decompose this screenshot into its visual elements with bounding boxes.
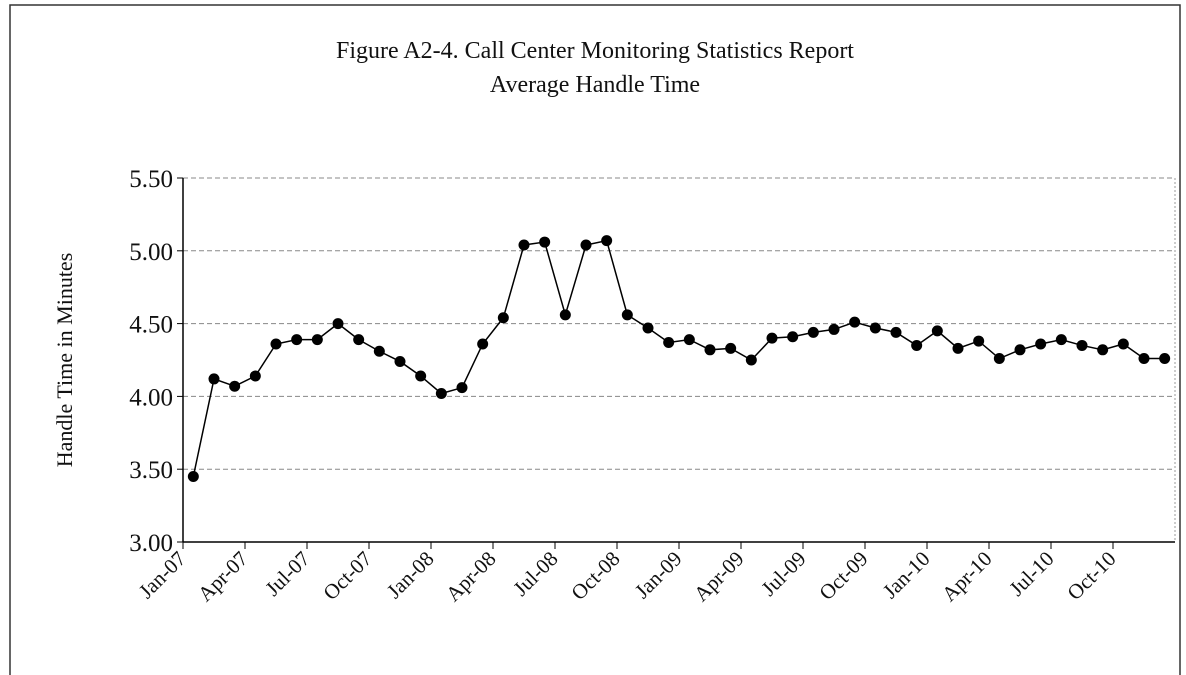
- marker: [1055, 334, 1067, 346]
- marker: [601, 235, 613, 247]
- y-tick-label: 5.00: [129, 239, 173, 266]
- chart-title: Figure A2-4. Call Center Monitoring Stat…: [336, 38, 854, 64]
- marker: [745, 354, 757, 366]
- marker: [229, 380, 241, 392]
- marker: [477, 338, 489, 350]
- marker: [890, 326, 902, 338]
- marker: [849, 316, 861, 328]
- marker: [704, 344, 716, 356]
- y-axis-label: Handle Time in Minutes: [52, 253, 77, 468]
- marker: [683, 334, 695, 346]
- marker: [621, 309, 633, 321]
- marker: [973, 335, 985, 347]
- marker: [952, 342, 964, 354]
- marker: [1076, 339, 1088, 351]
- y-tick-label: 4.00: [129, 384, 173, 411]
- marker: [187, 470, 199, 482]
- marker: [1014, 344, 1026, 356]
- y-tick-label: 5.50: [129, 166, 173, 193]
- marker: [869, 322, 881, 334]
- marker: [807, 326, 819, 338]
- marker: [1035, 338, 1047, 350]
- marker: [456, 382, 468, 394]
- marker: [291, 334, 303, 346]
- marker: [725, 342, 737, 354]
- marker: [787, 331, 799, 343]
- marker: [1159, 353, 1171, 365]
- marker: [208, 373, 220, 385]
- marker: [642, 322, 654, 334]
- y-tick-label: 3.00: [129, 530, 173, 557]
- marker: [993, 353, 1005, 365]
- marker: [766, 332, 778, 344]
- y-tick-label: 3.50: [129, 457, 173, 484]
- marker: [353, 334, 365, 346]
- chart-subtitle: Average Handle Time: [490, 72, 700, 98]
- marker: [1097, 344, 1109, 356]
- marker: [1117, 338, 1129, 350]
- marker: [497, 312, 509, 324]
- marker: [828, 323, 840, 335]
- marker: [373, 345, 385, 357]
- marker: [1138, 353, 1150, 365]
- marker: [559, 309, 571, 321]
- marker: [931, 325, 943, 337]
- marker: [394, 355, 406, 367]
- y-tick-label: 4.50: [129, 312, 173, 339]
- chart-frame: [9, 4, 1181, 675]
- marker: [249, 370, 261, 382]
- marker: [539, 236, 551, 248]
- marker: [415, 370, 427, 382]
- marker: [663, 337, 675, 349]
- marker: [311, 334, 323, 346]
- marker: [518, 239, 530, 251]
- marker: [435, 387, 447, 399]
- marker: [911, 339, 923, 351]
- marker: [580, 239, 592, 251]
- marker: [332, 318, 344, 330]
- marker: [270, 338, 282, 350]
